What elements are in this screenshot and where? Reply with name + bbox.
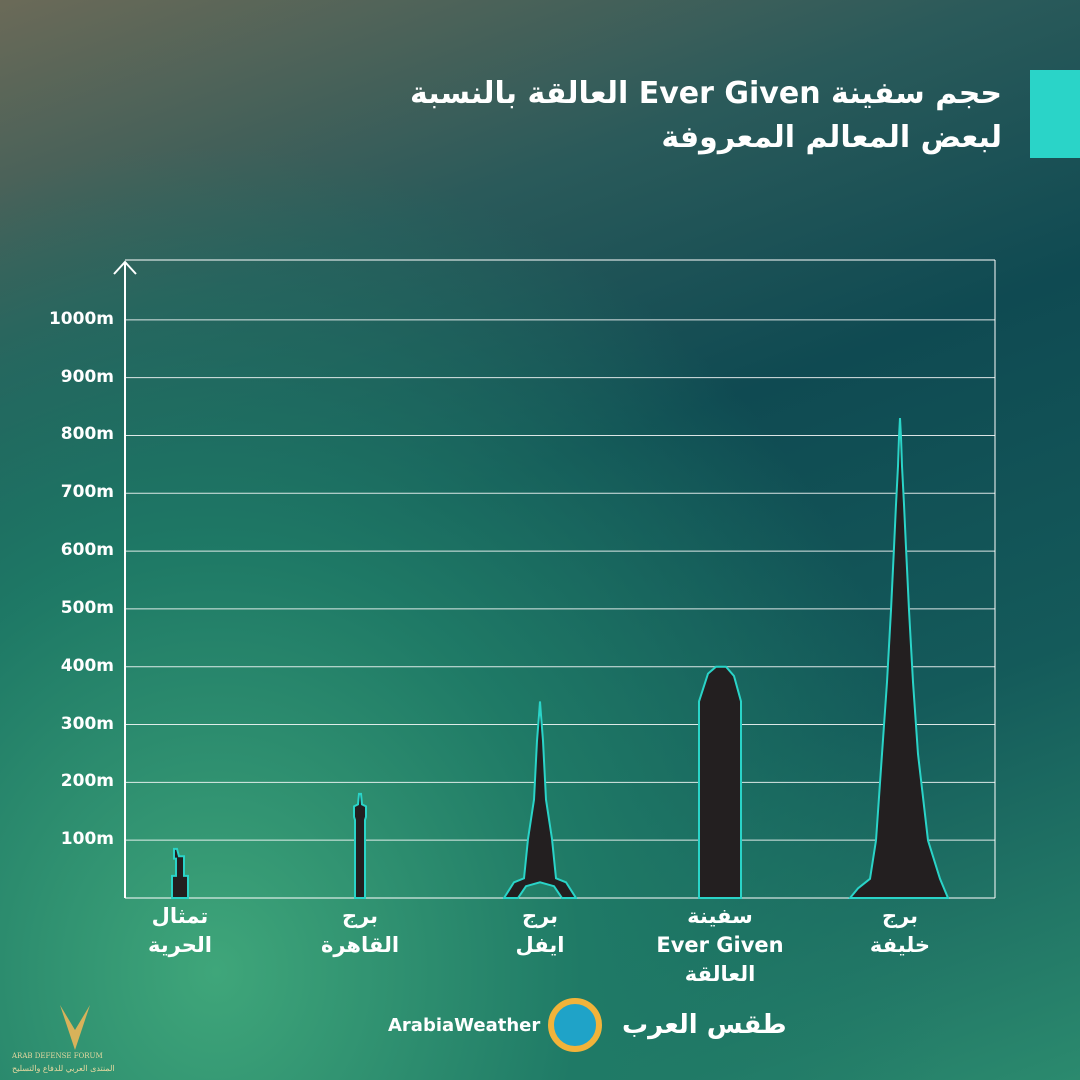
title: حجم سفينة Ever Given العالقة بالنسبة لبع… [410, 76, 1002, 155]
y-tick-label: 500m [60, 597, 114, 618]
landmark-silhouette [502, 701, 578, 899]
brand-logo [548, 998, 602, 1052]
x-tick-label: برج خليفة [869, 904, 931, 957]
x-tick-label: تمثال الحرية [148, 904, 212, 957]
x-tick-label: سفينة Ever Given العالقة [656, 904, 784, 986]
x-tick-label: برج ايفل [515, 904, 565, 957]
y-tick-label: 400m [60, 655, 114, 676]
brand-latin: ArabiaWeather [388, 1015, 541, 1036]
y-tick-label: 600m [60, 540, 114, 561]
landmark-silhouette [353, 792, 367, 899]
watermark-arabic: المنتدى العربي للدفاع والتسليح [12, 1064, 115, 1073]
watermark-latin: ARAB DEFENSE FORUM [12, 1052, 103, 1060]
y-tick-label: 900m [60, 366, 114, 387]
x-tick-label: برج القاهرة [320, 904, 400, 957]
y-tick-label: 1000m [48, 308, 114, 329]
landmark-silhouette [171, 847, 189, 899]
landmark-silhouette [698, 665, 742, 899]
landmark-silhouette [847, 418, 950, 899]
title-accent [1030, 70, 1080, 158]
y-tick-label: 100m [60, 829, 114, 850]
y-tick-label: 800m [60, 424, 114, 445]
watermark-logo [60, 1005, 90, 1050]
brand-arabic: طقس العرب [622, 1010, 787, 1040]
y-tick-label: 300m [60, 713, 114, 734]
y-tick-label: 200m [60, 771, 114, 792]
axis-arrow [113, 260, 137, 275]
y-tick-label: 700m [60, 482, 114, 503]
